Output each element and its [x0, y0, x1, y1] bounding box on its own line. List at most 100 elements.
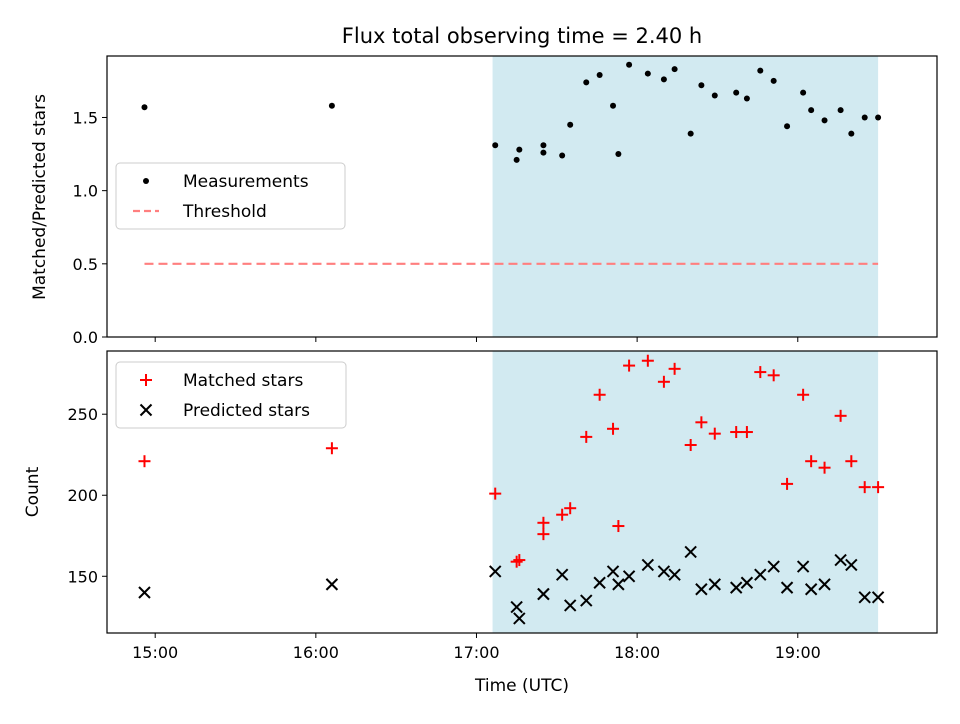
- bottom-y-axis-label: Count: [23, 466, 43, 517]
- data-point: [834, 553, 847, 567]
- data-point: [580, 594, 593, 607]
- observing-interval-shade: [492, 351, 879, 633]
- data-point: [711, 92, 718, 99]
- data-point: [489, 565, 502, 578]
- x-tick-label: 18:00: [614, 643, 660, 662]
- data-point: [641, 558, 655, 572]
- legend-label: Matched stars: [183, 371, 303, 391]
- data-point: [845, 558, 858, 572]
- data-point: [668, 362, 681, 375]
- data-point: [871, 591, 885, 604]
- data-point: [610, 102, 617, 109]
- chart-title: Flux total observing time = 2.40 h: [342, 24, 702, 48]
- y-tick-label: 1.0: [73, 182, 98, 201]
- data-point: [513, 554, 526, 567]
- legend: Measurements Threshold: [115, 162, 346, 230]
- data-point: [780, 581, 794, 594]
- data-point: [657, 565, 671, 578]
- data-point: [660, 76, 667, 83]
- data-point: [695, 583, 708, 596]
- data-point: [671, 66, 678, 73]
- data-point: [141, 104, 148, 111]
- data-point: [657, 375, 670, 388]
- data-point: [540, 142, 547, 149]
- data-point: [510, 600, 523, 614]
- data-point: [796, 560, 810, 573]
- data-point: [808, 107, 815, 114]
- data-point: [740, 426, 753, 439]
- legend-box: [115, 361, 347, 429]
- legend-marker: [139, 403, 153, 417]
- legend-label: Predicted stars: [183, 401, 310, 421]
- data-point: [845, 455, 858, 468]
- y-tick-label: 1.5: [73, 108, 98, 127]
- data-point: [695, 416, 708, 429]
- data-point: [641, 354, 654, 367]
- series-matched-stars: [138, 354, 885, 568]
- data-point: [510, 555, 523, 568]
- x-tick-label: 16:00: [293, 643, 339, 662]
- data-point: [818, 578, 831, 591]
- data-point: [567, 121, 574, 128]
- data-point: [781, 477, 794, 490]
- data-point: [540, 149, 547, 156]
- data-point: [684, 439, 697, 451]
- data-point: [626, 61, 633, 68]
- top-y-axis-label: Matched/Predicted stars: [30, 94, 50, 300]
- data-point: [583, 79, 590, 86]
- legend: Matched stars Predicted stars: [115, 361, 347, 429]
- data-point: [644, 70, 651, 77]
- data-point: [875, 114, 882, 121]
- data-point: [325, 578, 339, 591]
- data-point: [708, 578, 721, 591]
- data-point: [623, 359, 636, 372]
- y-tick-label: 200: [67, 486, 98, 505]
- x-tick-label: 15:00: [132, 643, 178, 662]
- data-point: [513, 156, 520, 163]
- data-point: [730, 426, 743, 439]
- legend-label: Measurements: [183, 172, 309, 192]
- data-point: [872, 481, 885, 494]
- data-point: [593, 388, 606, 401]
- x-tick-label: 19:00: [775, 643, 821, 662]
- data-point: [754, 366, 767, 379]
- data-point: [606, 565, 620, 578]
- data-point: [684, 545, 697, 559]
- data-point: [328, 102, 335, 109]
- plot-frame: [106, 55, 938, 338]
- data-point: [622, 570, 636, 583]
- y-tick-label: 0.0: [73, 328, 98, 347]
- data-point: [516, 146, 523, 153]
- data-point: [489, 487, 502, 500]
- data-point: [770, 77, 777, 84]
- legend-marker: [143, 178, 149, 184]
- x-tick-label: 17:00: [453, 643, 499, 662]
- data-point: [615, 151, 622, 158]
- data-point: [784, 123, 791, 130]
- data-point: [564, 502, 577, 515]
- data-point: [743, 95, 750, 102]
- data-point: [138, 455, 151, 468]
- data-point: [733, 89, 740, 96]
- data-point: [821, 117, 828, 124]
- data-point: [668, 568, 681, 581]
- data-point: [559, 152, 566, 159]
- data-point: [848, 130, 855, 137]
- data-point: [612, 520, 625, 533]
- data-point: [612, 578, 625, 591]
- data-point: [593, 576, 606, 589]
- data-point: [858, 591, 871, 604]
- data-point: [837, 107, 844, 114]
- series-measurements: [141, 61, 882, 163]
- data-point: [834, 409, 847, 422]
- data-point: [708, 427, 721, 440]
- data-point: [513, 612, 526, 625]
- data-point: [607, 422, 620, 435]
- data-point: [818, 461, 831, 474]
- data-point: [797, 388, 810, 401]
- legend-label: Threshold: [182, 202, 267, 222]
- data-point: [800, 89, 807, 96]
- data-point: [729, 581, 743, 594]
- data-point: [596, 72, 603, 79]
- bottom-panel: 150 200 250 15:00 16:00 17:00 18:00 19:00 Matche…: [67, 350, 938, 662]
